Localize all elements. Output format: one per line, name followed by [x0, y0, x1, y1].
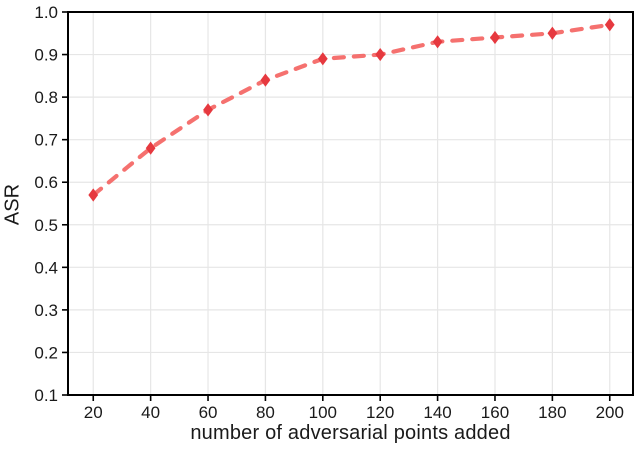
x-tick-label: 140 — [423, 403, 451, 422]
x-tick-label: 100 — [309, 403, 337, 422]
y-axis-label: ASR — [1, 183, 24, 226]
x-tick-label: 80 — [256, 403, 275, 422]
x-tick-label: 180 — [538, 403, 566, 422]
x-tick-label: 160 — [481, 403, 509, 422]
y-tick-label: 0.1 — [34, 386, 58, 405]
x-tick-label: 60 — [199, 403, 218, 422]
x-tick-label: 40 — [141, 403, 160, 422]
asr-series-line — [91, 22, 612, 198]
y-tick-label: 0.5 — [34, 216, 58, 235]
y-tick-label: 0.3 — [34, 301, 58, 320]
data-point-marker — [203, 103, 213, 117]
data-point-marker — [260, 73, 271, 87]
y-tick-label: 0.6 — [34, 173, 58, 192]
data-point-marker — [604, 18, 615, 32]
data-point-marker — [490, 30, 500, 45]
data-point-marker — [145, 141, 156, 155]
data-point-marker — [88, 188, 99, 202]
y-tick-label: 0.8 — [34, 88, 58, 107]
y-tick-label: 1.0 — [34, 3, 58, 22]
x-tick-label: 20 — [84, 403, 103, 422]
y-tick-label: 0.4 — [34, 258, 58, 277]
data-point-marker — [375, 47, 386, 62]
x-tick-label: 120 — [366, 403, 394, 422]
data-point-marker — [547, 26, 558, 40]
y-tick-label: 0.7 — [34, 131, 58, 150]
axes-border — [67, 11, 634, 396]
data-point-marker — [317, 52, 328, 66]
y-tick-label: 0.9 — [34, 46, 58, 65]
x-axis-label: number of adversarial points added — [190, 422, 511, 444]
y-tick-label: 0.2 — [34, 343, 58, 362]
x-tick-label: 200 — [596, 403, 624, 422]
data-point-marker — [432, 35, 443, 49]
